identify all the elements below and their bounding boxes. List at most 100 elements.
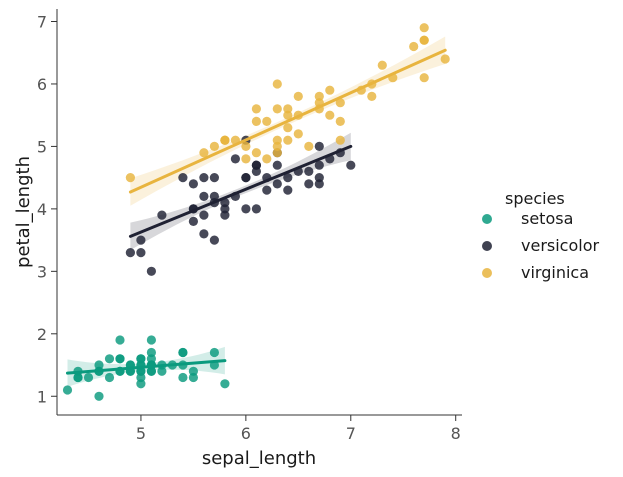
setosa-point — [83, 372, 94, 383]
virginica-point — [419, 23, 429, 33]
versicolor-point — [314, 160, 324, 170]
x-tick-label: 6 — [241, 424, 251, 443]
versicolor-point — [220, 210, 230, 220]
legend-label-setosa: setosa — [521, 209, 573, 228]
versicolor-point — [209, 173, 219, 183]
setosa-point — [157, 366, 167, 376]
versicolor-point — [241, 204, 251, 214]
virginica-point — [293, 129, 303, 139]
axes — [56, 9, 462, 416]
versicolor-point — [241, 173, 251, 183]
versicolor-point — [199, 191, 209, 201]
virginica-point — [304, 141, 314, 151]
y-tick-label: 3 — [37, 262, 47, 281]
versicolor-point — [314, 179, 324, 189]
virginica-point — [377, 60, 387, 70]
setosa-point — [146, 335, 156, 345]
y-ticks: 1 2 3 4 5 6 7 — [37, 12, 57, 406]
virginica-point — [409, 41, 419, 52]
versicolor-point — [157, 210, 167, 220]
y-tick-label: 1 — [37, 387, 47, 406]
y-tick-label: 2 — [37, 325, 47, 344]
versicolor-point — [251, 204, 261, 214]
virginica-point — [325, 110, 335, 120]
legend: species setosa versicolor virginica — [482, 189, 599, 282]
x-tick-label: 8 — [451, 424, 461, 443]
virginica-point — [241, 154, 251, 164]
versicolor-point — [188, 216, 198, 226]
virginica-point — [262, 154, 272, 164]
setosa-point — [73, 372, 83, 383]
versicolor-point — [136, 248, 146, 258]
versicolor-point — [272, 179, 282, 189]
versicolor-point — [178, 173, 188, 183]
virginica-point — [367, 91, 377, 101]
versicolor-point — [199, 229, 209, 239]
virginica-point — [251, 116, 261, 126]
virginica-point — [325, 85, 335, 95]
virginica-point — [272, 79, 282, 89]
setosa-point — [146, 366, 156, 376]
versicolor-point — [314, 173, 324, 183]
setosa-point — [115, 354, 125, 364]
virginica-point — [283, 123, 293, 133]
x-tick-label: 7 — [346, 424, 356, 443]
versicolor-point — [262, 185, 272, 195]
setosa-point — [136, 379, 146, 389]
virginica-point — [272, 141, 282, 151]
setosa-point — [146, 347, 156, 358]
data-points — [62, 23, 450, 401]
virginica-point — [335, 135, 345, 145]
versicolor-point — [283, 185, 293, 195]
setosa-point — [104, 372, 115, 383]
legend-label-versicolor: versicolor — [521, 236, 599, 255]
setosa-point — [146, 354, 156, 364]
virginica-point — [314, 91, 324, 101]
legend-marker-versicolor — [482, 241, 492, 251]
versicolor-point — [272, 160, 282, 170]
y-tick-label: 6 — [37, 75, 47, 94]
setosa-point — [94, 391, 104, 401]
versicolor-point — [304, 166, 314, 176]
virginica-point — [272, 148, 282, 158]
virginica-point — [335, 116, 345, 126]
y-tick-label: 5 — [37, 137, 47, 156]
virginica-point — [283, 104, 293, 114]
virginica-point — [272, 104, 282, 114]
virginica-point — [220, 135, 230, 145]
versicolor-point — [199, 173, 209, 183]
setosa-point — [178, 372, 188, 383]
virginica-point — [199, 148, 209, 158]
setosa-point — [209, 347, 219, 358]
setosa-point — [115, 335, 125, 345]
versicolor-point — [199, 210, 209, 220]
y-axis-label: petal_length — [13, 156, 34, 268]
versicolor-point — [230, 154, 240, 164]
x-ticks: 5 6 7 8 — [136, 415, 461, 443]
setosa-point — [104, 354, 115, 364]
virginica-point — [440, 54, 450, 64]
versicolor-point — [188, 179, 198, 189]
virginica-point — [125, 173, 135, 183]
setosa-point — [94, 360, 104, 370]
virginica-point — [419, 73, 429, 83]
virginica-point — [209, 141, 219, 151]
versicolor-point — [209, 235, 219, 245]
versicolor-fit-line — [128, 144, 353, 238]
virginica-point — [251, 104, 261, 114]
versicolor-point — [314, 141, 324, 151]
virginica-point — [293, 91, 303, 101]
versicolor-point — [125, 248, 135, 258]
legend-label-virginica: virginica — [521, 263, 589, 282]
virginica-point — [283, 135, 293, 145]
virginica-fit-line — [128, 48, 447, 194]
setosa-point — [220, 379, 230, 389]
setosa-fit-line — [65, 359, 227, 375]
virginica-point — [251, 148, 261, 158]
y-tick-label: 7 — [37, 12, 47, 31]
x-tick-label: 5 — [136, 424, 146, 443]
regression-lines — [65, 48, 447, 375]
x-axis-label: sepal_length — [202, 448, 316, 469]
virginica-point — [262, 116, 272, 126]
